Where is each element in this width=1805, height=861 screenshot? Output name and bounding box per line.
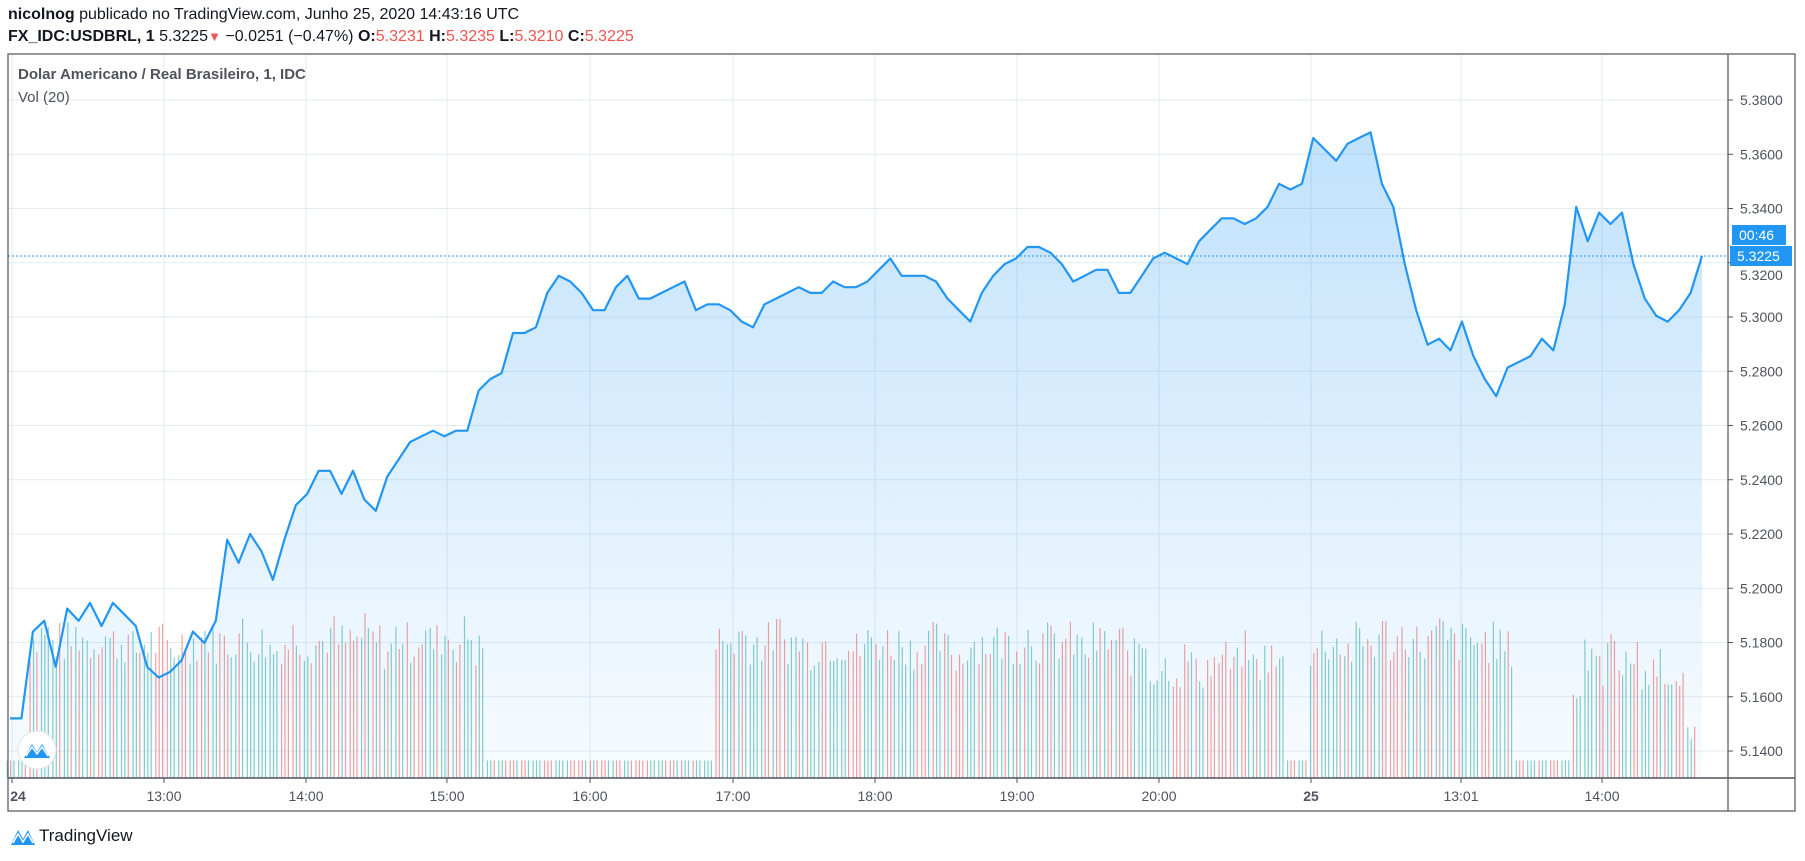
countdown-label: 00:46 <box>1739 227 1774 243</box>
brand-name: TradingView <box>39 826 133 845</box>
y-tick-label: 5.1600 <box>1740 689 1783 705</box>
x-tick-label: 14:00 <box>288 788 323 804</box>
price-area-fill <box>10 132 1702 779</box>
close-value: 5.3225 <box>584 28 634 45</box>
high-value: 5.3235 <box>446 28 495 45</box>
y-tick-label: 5.3200 <box>1740 267 1783 283</box>
chart-legend-title: Dolar Americano / Real Brasileiro, 1, ID… <box>18 66 306 83</box>
publish-info: nicolnog publicado no TradingView.com, J… <box>8 6 519 24</box>
y-tick-label: 5.2200 <box>1740 526 1783 542</box>
x-tick-label: 17:00 <box>715 788 750 804</box>
volume-legend[interactable]: Vol (20) <box>18 89 70 106</box>
last-price-label: 5.3225 <box>1737 248 1780 264</box>
x-tick-label: 25 <box>1303 788 1319 804</box>
x-tick-label: 13:00 <box>146 788 181 804</box>
y-tick-label: 5.2000 <box>1740 580 1783 596</box>
last-price-badge: 5.3225 00:46 <box>1730 224 1792 266</box>
y-tick-label: 5.2600 <box>1740 418 1783 434</box>
price-axis[interactable]: 5.3800 5.3600 5.3400 5.3200 5.3000 5.2800 5.26… <box>1728 92 1783 759</box>
ohlc-line: FX_IDC:USDBRL, 1 5.3225▼ −0.0251 (−0.47%… <box>8 28 634 46</box>
close-label: C: <box>567 28 585 45</box>
published-text: publicado no TradingView.com, Junho 25, … <box>79 6 520 23</box>
x-tick-label: 15:00 <box>429 788 464 804</box>
y-tick-label: 5.3800 <box>1740 92 1783 108</box>
symbol: FX_IDC:USDBRL, 1 <box>8 28 155 45</box>
volume-bar <box>6 760 8 778</box>
tradingview-brand[interactable]: TradingView <box>10 826 133 846</box>
author: nicolnog <box>8 6 75 23</box>
y-tick-label: 5.3400 <box>1740 201 1783 217</box>
triangle-down-icon: ▼ <box>208 29 221 44</box>
x-tick-label: 14:00 <box>1584 788 1619 804</box>
y-tick-label: 5.2400 <box>1740 472 1783 488</box>
x-tick-label: 19:00 <box>999 788 1034 804</box>
price-line <box>10 131 1704 720</box>
high-label: H: <box>429 28 447 45</box>
time-axis[interactable]: 24 13:00 14:00 15:00 16:00 17:00 18:00 19:00 20:… <box>10 778 1620 804</box>
y-tick-label: 5.1800 <box>1740 635 1783 651</box>
y-tick-label: 5.3000 <box>1740 309 1783 325</box>
open-value: 5.3231 <box>375 28 425 45</box>
x-tick-label: 20:00 <box>1141 788 1176 804</box>
open-label: O: <box>357 28 376 45</box>
change: −0.0251 (−0.47%) <box>225 28 354 45</box>
low-label: L: <box>499 28 515 45</box>
last-price: 5.3225 <box>159 28 209 45</box>
x-tick-label: 18:00 <box>857 788 892 804</box>
y-tick-label: 5.2800 <box>1740 363 1783 379</box>
x-tick-label: 16:00 <box>572 788 607 804</box>
tradingview-logo-icon <box>11 830 35 845</box>
x-tick-label: 13:01 <box>1443 788 1478 804</box>
y-tick-label: 5.1400 <box>1740 743 1783 759</box>
y-tick-label: 5.3600 <box>1740 146 1783 162</box>
low-value: 5.3210 <box>514 28 564 45</box>
x-tick-label: 24 <box>10 788 26 804</box>
tradingview-logo-button[interactable] <box>17 730 57 770</box>
